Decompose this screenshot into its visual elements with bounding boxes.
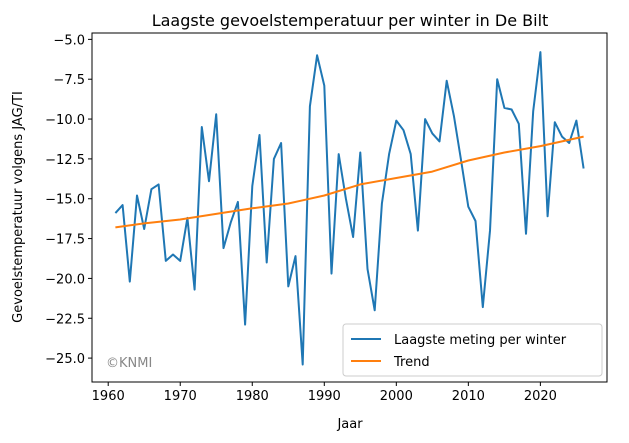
copyright-annotation: ©KNMI bbox=[106, 356, 152, 371]
y-tick-label: −25.0 bbox=[45, 352, 85, 367]
y-tick-label: −10.0 bbox=[45, 113, 85, 128]
y-tick-label: −22.5 bbox=[45, 312, 85, 327]
legend-label-meting: Laagste meting per winter bbox=[394, 333, 567, 348]
y-axis-label: Gevoelstemperatuur volgens JAG/TI bbox=[11, 91, 26, 323]
x-axis-label: Jaar bbox=[336, 417, 363, 432]
y-tick-label: −12.5 bbox=[45, 153, 85, 168]
x-tick-label: 1980 bbox=[236, 389, 269, 404]
y-tick-label: −17.5 bbox=[45, 233, 85, 248]
legend-label-trend: Trend bbox=[393, 355, 430, 370]
y-tick-label: −7.5 bbox=[53, 73, 85, 88]
y-tick-label: −20.0 bbox=[45, 272, 85, 287]
y-tick-label: −5.0 bbox=[53, 33, 85, 48]
y-tick-label: −15.0 bbox=[45, 193, 85, 208]
plot-frame bbox=[91, 32, 608, 383]
x-tick-label: 2010 bbox=[452, 389, 485, 404]
chart-title: Laagste gevoelstemperatuur per winter in… bbox=[152, 11, 549, 30]
x-tick-label: 2020 bbox=[524, 389, 557, 404]
x-tick-label: 1960 bbox=[92, 389, 125, 404]
x-tick-label: 1990 bbox=[308, 389, 341, 404]
legend: Laagste meting per winter Trend bbox=[342, 323, 603, 377]
x-tick-label: 2000 bbox=[380, 389, 413, 404]
x-tick-label: 1970 bbox=[164, 389, 197, 404]
series-line-meting bbox=[114, 51, 585, 366]
legend-box bbox=[342, 323, 603, 377]
